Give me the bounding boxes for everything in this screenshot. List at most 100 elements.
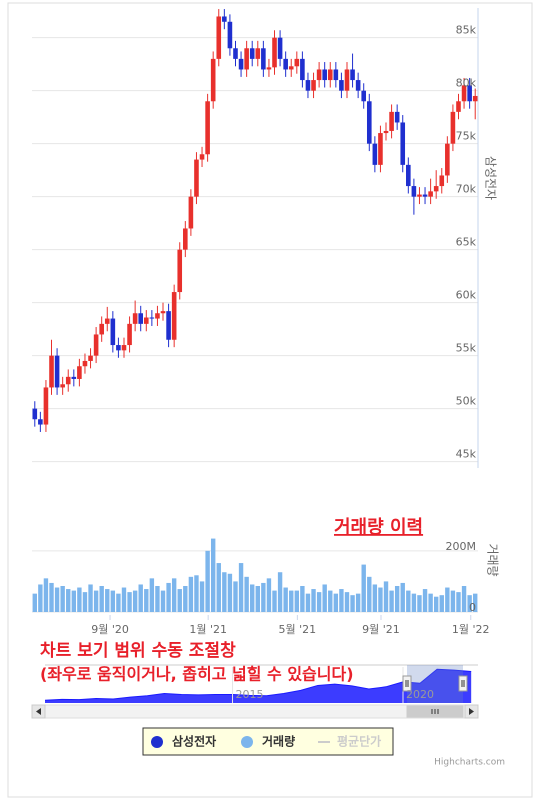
- y-tick-label: 45k: [456, 448, 477, 461]
- volume-bar: [155, 586, 160, 612]
- legend-symbol: [241, 736, 253, 748]
- y2-axis-title: 거래량: [486, 543, 500, 576]
- volume-bar: [244, 576, 249, 612]
- y2-tick-label: 0: [469, 601, 476, 614]
- volume-bar: [406, 590, 411, 612]
- navigator-handle[interactable]: [458, 675, 468, 692]
- candle-body: [472, 95, 478, 102]
- x-tick-label: 1월 '22: [452, 623, 490, 636]
- candle-body: [389, 111, 394, 131]
- candle-body: [194, 159, 199, 197]
- volume-bar: [60, 586, 65, 612]
- navigator-tick-label: 2015: [236, 688, 264, 701]
- volume-bar: [66, 589, 71, 612]
- candle-body: [355, 80, 361, 91]
- volume-bar: [255, 586, 260, 612]
- volume-bar: [445, 587, 450, 612]
- candle-body: [99, 323, 104, 335]
- candle-body: [249, 48, 255, 59]
- candle-body: [456, 101, 461, 112]
- candle-body: [138, 313, 144, 324]
- volume-bar: [422, 589, 428, 612]
- candle-body: [183, 228, 188, 250]
- volume-bar: [289, 590, 294, 612]
- candles: [32, 9, 478, 432]
- candle-body: [361, 90, 367, 102]
- candle-body: [378, 133, 383, 165]
- volume-bar: [88, 584, 93, 612]
- candle-body: [327, 69, 333, 81]
- y-tick-label: 70k: [456, 183, 477, 196]
- navigator-tick-label: 2020: [406, 688, 434, 701]
- candle-body: [82, 360, 88, 367]
- candle-body: [54, 355, 60, 388]
- y-tick-label: 85k: [456, 24, 477, 37]
- candle-body: [261, 48, 266, 70]
- candle-body: [71, 376, 77, 379]
- annotation: (좌우로 움직이거나, 좁히고 넓힐 수 있습니다): [40, 665, 354, 684]
- candle-body: [333, 69, 339, 81]
- scrollbar[interactable]: [31, 704, 479, 719]
- volume-bar: [205, 550, 210, 612]
- legend-label[interactable]: 거래량: [262, 734, 295, 749]
- volume-bar: [367, 576, 372, 612]
- candle-body: [233, 48, 238, 59]
- candle-body: [417, 194, 422, 197]
- candle-body: [411, 186, 417, 197]
- volume-bar: [32, 593, 37, 612]
- candle-body: [305, 80, 311, 91]
- navigator-handle[interactable]: [402, 675, 412, 692]
- x-tick-label: 1월 '21: [189, 623, 227, 636]
- volume-bar: [333, 593, 339, 612]
- candle-body: [116, 345, 121, 351]
- volume-bar: [177, 589, 182, 612]
- candle-body: [110, 318, 116, 346]
- volume-bar: [127, 592, 132, 612]
- candle-body: [445, 143, 450, 176]
- candle-body: [88, 355, 93, 361]
- volume-bar: [183, 586, 188, 612]
- candle-body: [366, 101, 372, 144]
- volume-bar: [372, 584, 378, 612]
- legend-label[interactable]: 평균단가: [337, 734, 381, 749]
- volume-bar: [233, 581, 238, 612]
- credits[interactable]: Highcharts.com: [434, 758, 505, 768]
- legend-label[interactable]: 삼성전자: [172, 734, 216, 749]
- volume-bar: [400, 582, 405, 612]
- volume-bar: [433, 596, 439, 612]
- candle-body: [38, 419, 43, 425]
- y-tick-label: 65k: [456, 236, 477, 249]
- candle-body: [43, 387, 49, 425]
- volume-bar: [250, 584, 255, 612]
- candle-body: [199, 154, 205, 160]
- volume-bar: [277, 572, 283, 612]
- volume-bar: [99, 586, 104, 612]
- volume-bar: [138, 584, 143, 612]
- candle-body: [272, 37, 277, 68]
- x-tick-label: 9월 '20: [91, 623, 129, 636]
- volume-bar: [199, 581, 205, 612]
- volume-bar: [160, 590, 166, 612]
- volume-bar: [339, 589, 344, 612]
- y-axis-title: 삼성전자: [484, 156, 498, 200]
- annotation: 거래량 이력: [334, 517, 423, 538]
- candle-body: [32, 408, 38, 420]
- candle-body: [93, 334, 99, 356]
- candle-body: [288, 66, 294, 70]
- volume-bar: [105, 589, 110, 612]
- candle-body: [322, 69, 327, 81]
- candle-body: [104, 318, 110, 324]
- navigator-selection[interactable]: [407, 665, 463, 703]
- candle-body: [450, 111, 456, 144]
- volume-bar: [144, 589, 149, 612]
- candle-body: [400, 122, 406, 165]
- candle-body: [350, 69, 355, 81]
- volume-bar: [361, 564, 366, 612]
- volume-bar: [110, 590, 116, 612]
- volume-bar: [439, 595, 444, 612]
- volume-bar: [456, 592, 461, 612]
- y-tick-label: 75k: [456, 130, 477, 143]
- candle-body: [406, 164, 411, 187]
